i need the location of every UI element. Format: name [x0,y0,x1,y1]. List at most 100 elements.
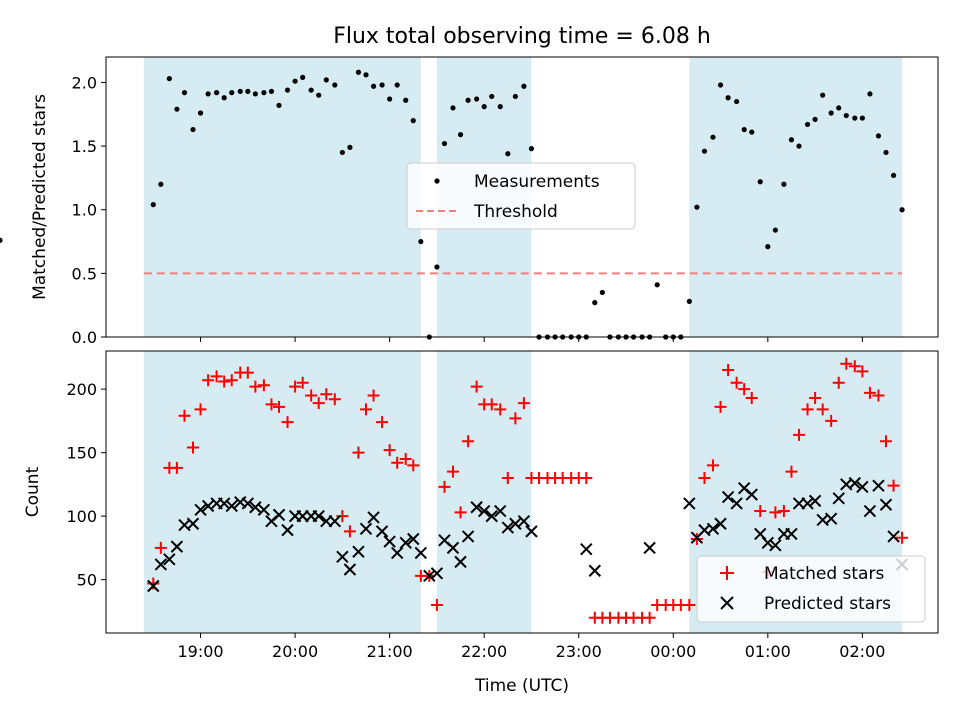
predicted-star-point [461,530,475,543]
x-tick-label: 22:00 [461,642,507,661]
predicted-star-point [808,494,822,508]
x-tick-label: 21:00 [367,642,413,661]
measurement-point [245,88,251,94]
measurement-point [308,87,314,93]
matched-star-point [328,393,341,406]
predicted-star-point [848,476,862,490]
bottom-legend: Matched stars Predicted stars [696,555,926,623]
matched-star-point [257,379,270,392]
measurement-point [0,237,3,243]
matched-star-point [225,374,238,387]
measurement-point [434,264,440,270]
measurement-point [252,91,258,97]
measurement-point [221,95,227,101]
matched-star-point [367,389,380,402]
matched-star-point [785,465,798,478]
matched-star-point [825,414,838,427]
matched-star-point [399,452,412,465]
legend-predicted-label: Predicted stars [764,594,891,614]
predicted-star-point [525,525,538,538]
measurement-point [481,104,487,110]
matched-star-point [730,376,743,389]
bottom-y-axis-ticks: 50 100 150 200 [66,380,106,590]
predicted-star-point [769,539,782,552]
predicted-star-point [281,523,294,537]
measurement-point [757,179,763,185]
predicted-star-point [485,509,498,523]
predicted-star-point [375,525,389,538]
measurement-point [332,82,338,88]
observing-window-2 [689,57,903,337]
measurement-point [457,132,464,138]
matched-star-point [273,400,286,413]
predicted-star-point [390,546,404,560]
x-tick-label: 00:00 [650,642,696,661]
matched-star-point [470,380,483,393]
measurement-point [370,83,377,89]
bottom-x-axis-ticks: 19:00 20:00 21:00 22:00 23:00 00:00 01:00 02:00 [177,633,885,661]
observing-window-0 [143,57,421,337]
predicted-star-point [352,545,365,558]
measurement-point [749,129,755,135]
predicted-star-point [446,541,460,555]
predicted-star-point [328,515,342,528]
matched-star-point [816,403,829,416]
predicted-star-point [225,499,238,513]
y-tick-label: 1.0 [72,201,97,220]
matched-star-point [494,403,507,416]
matched-star-point [485,398,498,411]
predicted-star-point [163,553,176,566]
matched-star-point [147,577,160,590]
measurement-point [489,93,495,100]
measurement-point [166,76,172,82]
predicted-star-point [785,527,798,541]
top-y-axis-label: Matched/Predicted stars [30,94,50,300]
measurement-point [300,74,306,80]
predicted-star-point [430,567,444,580]
measurement-point [599,289,605,296]
matched-star-point [249,380,262,393]
matched-star-point [896,531,909,544]
measurement-point [465,97,471,103]
bottom-y-axis-label: Count [23,466,43,517]
top-axes-frame [105,56,939,338]
x-tick-label: 19:00 [177,642,223,661]
legend-measurements-marker [434,178,440,184]
matched-star-point [517,397,530,410]
matched-star-point [438,480,451,493]
matched-star-point [580,472,593,485]
predicted-star-point [879,498,893,511]
measurement-point [741,126,747,133]
matched-star-point [840,357,853,370]
measurement-point [150,202,156,208]
predicted-star-point [730,497,743,510]
bottom-axes-frame [105,350,939,634]
legend-matched-marker [720,566,734,580]
measurement-point [875,133,882,139]
predicted-star-point [454,555,467,569]
predicted-star-point [147,579,160,593]
matched-star-point [391,456,404,469]
matched-star-point [281,416,294,429]
measurement-point [796,143,802,149]
matched-star-point [777,505,790,518]
y-tick-label: 2.0 [72,73,97,92]
measurement-point [387,96,393,102]
matched-star-point [343,525,356,538]
measurement-point [521,83,527,89]
matched-star-point [863,386,876,399]
matched-star-point [202,374,215,387]
predicted-star-point [257,503,271,516]
matched-star-point [360,403,372,416]
predicted-star-point [217,497,231,510]
matched-star-point [289,380,302,393]
matched-star-point [722,364,735,377]
matched-star-point [887,479,900,492]
matched-star-point [643,611,656,624]
predicted-star-point [336,550,349,563]
predicted-star-point [580,542,593,556]
predicted-star-point [249,501,262,514]
matched-star-point [218,375,231,388]
measurement-point [316,92,322,98]
predicted-star-point [517,515,531,528]
